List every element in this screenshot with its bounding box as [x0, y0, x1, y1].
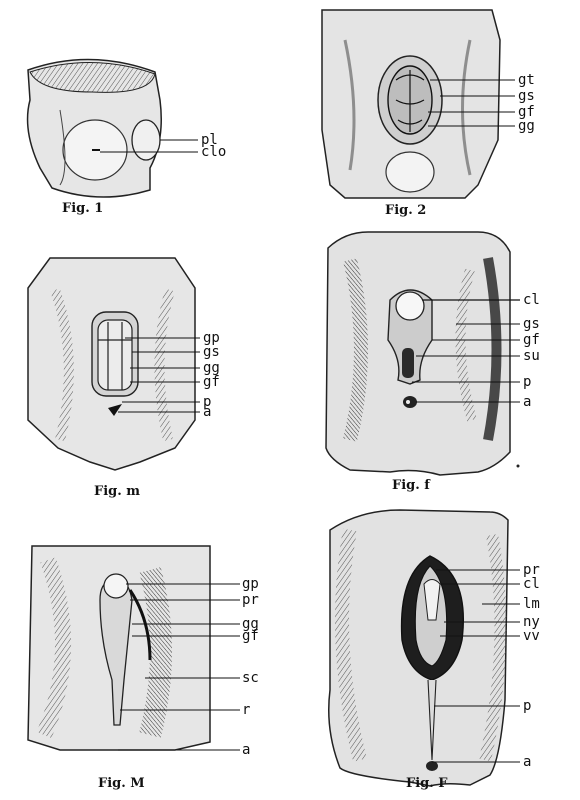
- fig-F-label-cl: cl: [523, 576, 540, 592]
- fig-M-label-pr: pr: [242, 592, 259, 608]
- fig-2-label-gs: gs: [518, 88, 535, 104]
- fig-F-label-a: a: [523, 754, 532, 770]
- fig-F-drawing: [328, 509, 520, 787]
- fig-M-label-gf: gf: [242, 628, 259, 644]
- fig-2-label-gt: gt: [518, 72, 535, 88]
- fig-m-label-gf: gf: [203, 374, 220, 390]
- fig-1-drawing: [26, 58, 198, 198]
- fig-f-label-su: su: [523, 348, 540, 364]
- fig-f-drawing: [325, 231, 520, 476]
- fig-M-drawing: [27, 545, 240, 751]
- fig-f-label-cl: cl: [523, 292, 540, 308]
- fig-m-caption: Fig. m: [94, 484, 141, 499]
- fig-2-drawing: [321, 9, 515, 199]
- fig-f-label-p: p: [523, 374, 532, 390]
- fig-M-label-a: a: [242, 742, 251, 758]
- fig-M-label-gg: gg: [242, 616, 259, 632]
- speck: [516, 464, 520, 468]
- fig-F-label-vv: vv: [523, 628, 540, 644]
- fig-f-caption: Fig. f: [392, 478, 430, 493]
- fig-1-label-clo: clo: [201, 144, 227, 160]
- fig-2-label-gf: gf: [518, 104, 535, 120]
- fig-M-label-sc: sc: [242, 670, 259, 686]
- fig-m-label-gg: gg: [203, 360, 220, 376]
- fig-M-label-gp: gp: [242, 576, 259, 592]
- fig-2-caption: Fig. 2: [385, 203, 427, 218]
- fig-f-label-gf: gf: [523, 332, 540, 348]
- fig-F-label-p: p: [523, 698, 532, 714]
- fig-1-caption: Fig. 1: [62, 201, 104, 216]
- fig-1-label-pl: pl: [201, 132, 218, 148]
- fig-F-label-ny: ny: [523, 614, 540, 630]
- fig-f-label-a: a: [523, 394, 532, 410]
- fig-m-label-p: p: [203, 394, 212, 410]
- fig-m-label-gp: gp: [203, 330, 220, 346]
- fig-F-label-lm: lm: [523, 596, 540, 612]
- fig-m-label-gs: gs: [203, 344, 220, 360]
- fig-m-label-a: a: [203, 404, 212, 420]
- fig-f-label-gs: gs: [523, 316, 540, 332]
- fig-M-label-r: r: [242, 702, 251, 718]
- fig-m-drawing: [27, 257, 200, 471]
- fig-2-label-gg: gg: [518, 118, 535, 134]
- fig-F-label-pr: pr: [523, 562, 540, 578]
- fig-F-caption: Fig. F: [406, 776, 448, 791]
- fig-M-caption: Fig. M: [98, 776, 145, 791]
